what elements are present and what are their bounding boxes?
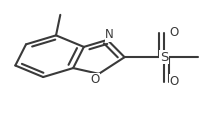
- Text: O: O: [169, 75, 178, 88]
- Text: O: O: [90, 73, 99, 86]
- Text: N: N: [105, 28, 114, 41]
- Text: O: O: [169, 26, 178, 39]
- Text: S: S: [160, 51, 168, 64]
